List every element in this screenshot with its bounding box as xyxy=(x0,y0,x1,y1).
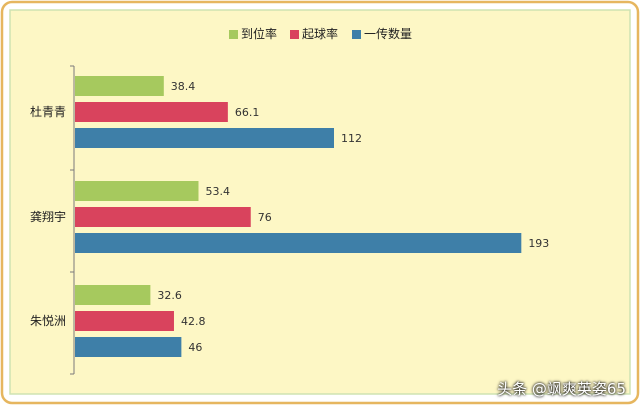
bar xyxy=(75,128,334,148)
legend-swatch xyxy=(352,30,361,39)
data-label: 46 xyxy=(188,341,202,354)
watermark-text: 头条 @飒爽英姿65 xyxy=(497,380,626,398)
category-label: 龚翔宇 xyxy=(30,209,66,224)
bar xyxy=(75,285,151,305)
legend-label: 一传数量 xyxy=(364,26,412,41)
data-label: 42.8 xyxy=(181,315,206,328)
bar xyxy=(75,311,174,331)
data-label: 193 xyxy=(528,237,549,250)
plot-panel xyxy=(9,9,631,395)
data-label: 38.4 xyxy=(171,80,196,93)
data-label: 53.4 xyxy=(205,185,230,198)
data-label: 66.1 xyxy=(235,106,260,119)
legend-label: 起球率 xyxy=(302,26,338,41)
legend-swatch xyxy=(229,30,238,39)
bar xyxy=(75,102,228,122)
legend-label: 到位率 xyxy=(241,26,277,41)
bar xyxy=(75,207,251,227)
category-label: 杜青青 xyxy=(30,104,66,119)
data-label: 112 xyxy=(341,132,362,145)
bar xyxy=(75,337,182,357)
legend-swatch xyxy=(290,30,299,39)
data-label: 76 xyxy=(258,211,272,224)
bar xyxy=(75,181,199,201)
bar xyxy=(75,76,164,96)
bar xyxy=(75,233,522,253)
data-label: 32.6 xyxy=(157,289,182,302)
category-label: 朱悦洲 xyxy=(30,314,66,328)
